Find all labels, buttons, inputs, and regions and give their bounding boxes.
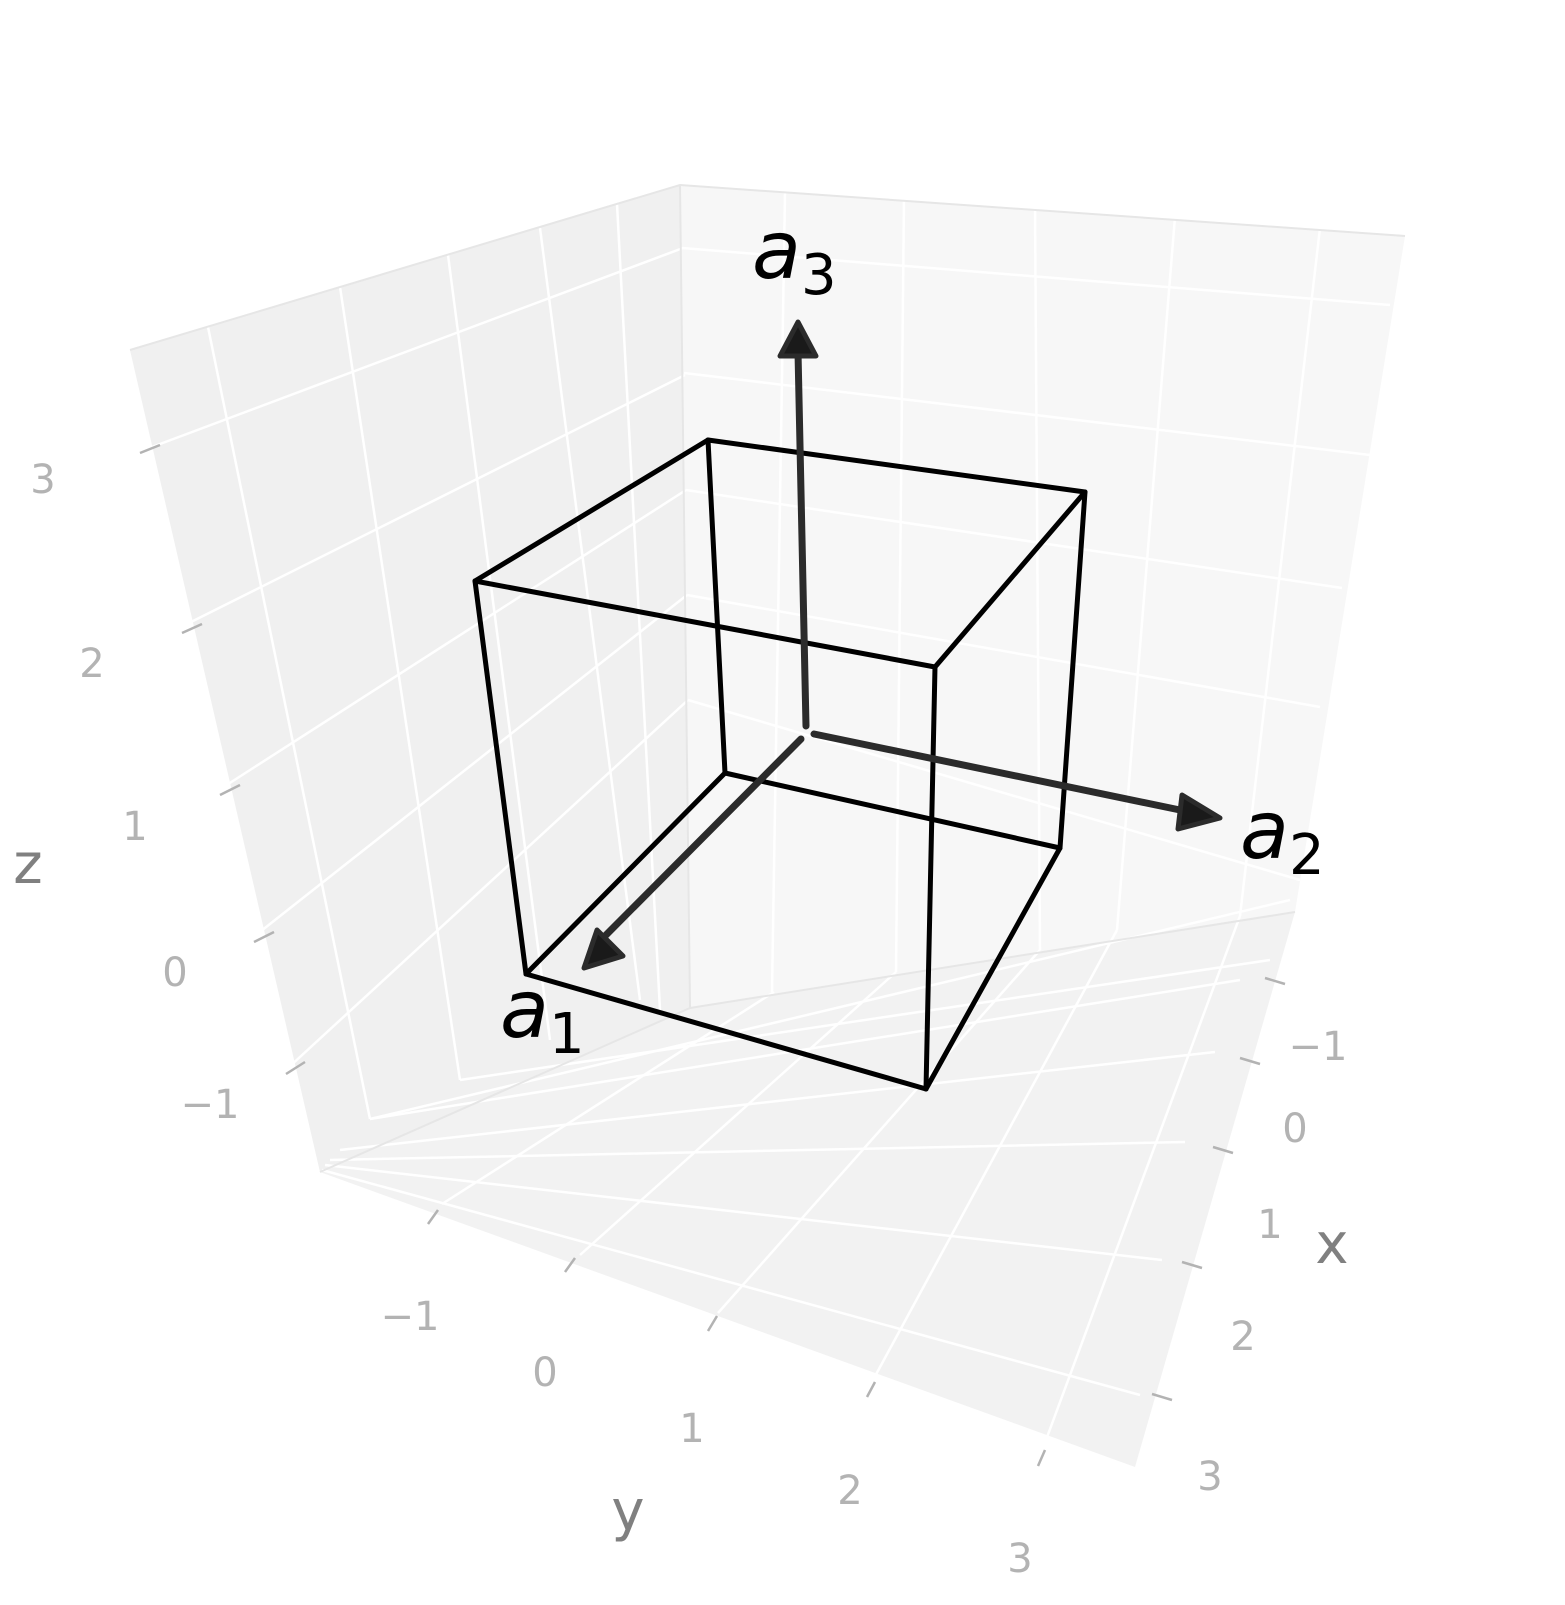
y-tick-labels: −1 0 1 2 3 [381, 1294, 1033, 1582]
y-tick-label: −1 [381, 1294, 440, 1340]
vector-a1 [581, 735, 805, 971]
x-tick-labels: −1 0 1 2 3 [1197, 1024, 1347, 1500]
y-tick-label: 1 [679, 1406, 704, 1452]
z-tick-label: 0 [162, 950, 187, 996]
cube-edge [523, 971, 929, 1092]
z-tick-label: 1 [122, 804, 147, 850]
x-tick-label: 1 [1257, 1202, 1282, 1248]
x-tick-label: 2 [1230, 1314, 1255, 1360]
y-tick-label: 0 [532, 1350, 557, 1396]
vector-a2-arrowhead [1175, 792, 1223, 832]
z-tick-label: 2 [79, 641, 104, 687]
cube-edge [705, 437, 1088, 495]
cube-edge [472, 578, 938, 670]
vector-a2-shaft [810, 730, 1184, 814]
cube-edge [472, 578, 529, 977]
y-tick-label: 2 [837, 1468, 862, 1514]
vector-a1-label: a1 [500, 963, 585, 1067]
cube-edge [523, 770, 728, 977]
grid-lines [151, 192, 1391, 1449]
cube-edge [923, 845, 1063, 1092]
cube-edge [932, 489, 1088, 670]
x-tick-label: 3 [1197, 1454, 1222, 1500]
x-axis-label: x [1315, 1212, 1348, 1277]
pane-edges [129, 183, 1406, 1173]
panes [130, 185, 1405, 1467]
tick-marks [139, 443, 1286, 1467]
cube-edge [705, 437, 728, 776]
z-tick-label: 3 [30, 457, 55, 503]
left-pane [130, 185, 690, 1172]
vector-a3-shaft [794, 348, 810, 730]
y-axis-label: y [611, 1479, 644, 1544]
cube-edge [472, 437, 711, 584]
vector-a3-label: a3 [752, 204, 837, 308]
vector-a1-shaft [602, 735, 805, 939]
cube-edge [722, 770, 1063, 851]
vector-a2-label: a2 [1240, 784, 1325, 888]
z-axis-label: z [13, 832, 42, 897]
cube-edge [923, 664, 938, 1092]
y-tick-label: 3 [1007, 1536, 1032, 1582]
z-tick-label: −1 [181, 1082, 240, 1128]
vector-a3-arrowhead [777, 319, 819, 359]
x-tick-label: −1 [1289, 1024, 1348, 1070]
vector-a1-arrowhead [581, 927, 626, 971]
vector-a2 [810, 730, 1223, 832]
x-tick-label: 0 [1282, 1106, 1307, 1152]
z-tick-labels: 3 2 1 0 −1 [30, 457, 239, 1128]
vector-a3 [777, 319, 819, 730]
